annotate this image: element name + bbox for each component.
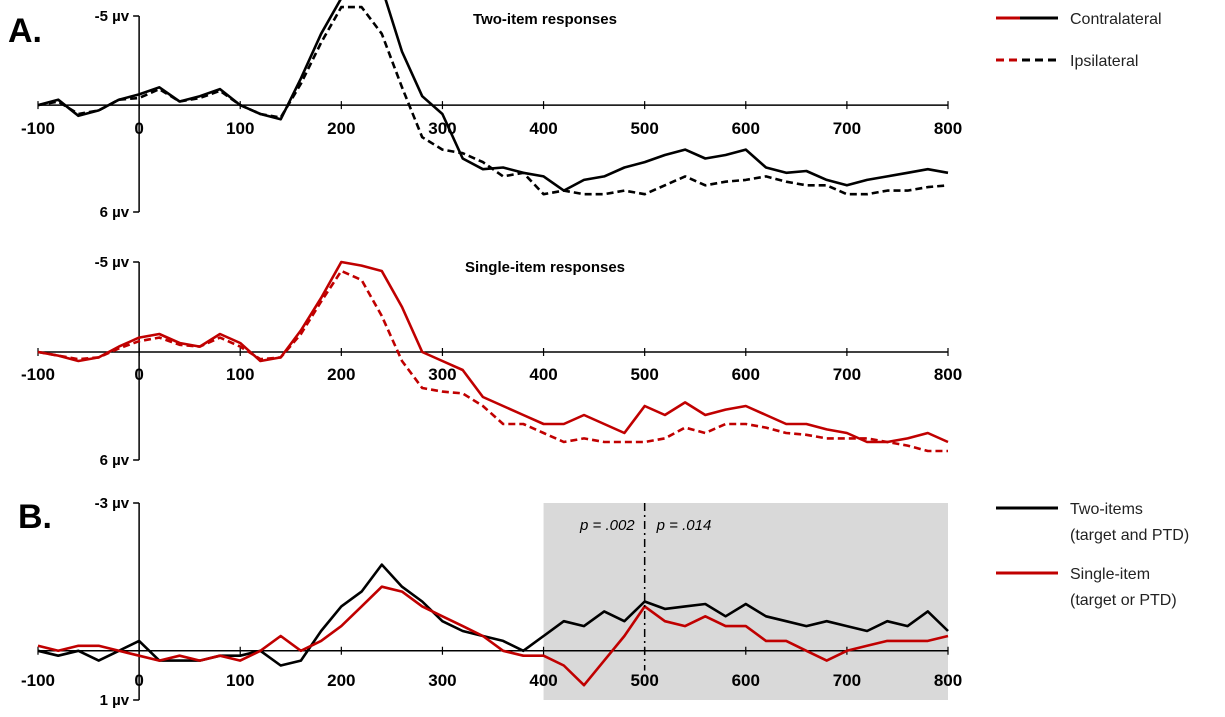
- x-tick-label-400: 400: [529, 671, 557, 690]
- legend-label-two-items: Two-items: [1070, 501, 1143, 518]
- y-axis-top-label: -5 µv: [95, 8, 130, 25]
- x-tick-label-400: 400: [529, 365, 557, 384]
- series-line-two-items-target-and-ptd: [37, 563, 949, 667]
- x-tick-label-0: 0: [134, 671, 143, 690]
- x-tick-label-300: 300: [428, 671, 456, 690]
- x-tick-label-300: 300: [428, 119, 456, 138]
- x-tick-label-0: 0: [134, 365, 143, 384]
- x-tick-label-800: 800: [934, 671, 962, 690]
- x-tick-label-300: 300: [428, 365, 456, 384]
- x-tick-label-600: 600: [732, 119, 760, 138]
- y-axis-bottom-label: 6 µv: [100, 204, 130, 221]
- x-tick-label-200: 200: [327, 119, 355, 138]
- legend-label-contralateral: Contralateral: [1070, 11, 1162, 28]
- x-tick-label-100: -100: [21, 671, 55, 690]
- x-tick-label-200: 200: [327, 365, 355, 384]
- chart-two-item-responses: -5 µv 6 µv -100 0 100 200 300 400 500 600 700 800 Tw…: [21, 0, 962, 221]
- x-tick-label-100: 100: [226, 119, 254, 138]
- panel-b-label: B.: [18, 498, 52, 536]
- y-axis-top-label: -5 µv: [95, 254, 130, 271]
- x-tick-label-500: 500: [630, 365, 658, 384]
- series-line-single-item-target-or-ptd: [37, 585, 949, 687]
- x-tick-label-600: 600: [732, 365, 760, 384]
- annotation-p-right: p = .014: [656, 517, 712, 534]
- x-tick-label-700: 700: [833, 119, 861, 138]
- annotation-p-left: p = .002: [579, 517, 635, 534]
- legend-label-single-item: Single-item: [1070, 566, 1150, 583]
- chart-difference-waves: -3 µv 1 µv -100 0 100 200 300 400 500 600 700 800 p …: [21, 495, 962, 709]
- x-tick-label-0: 0: [134, 119, 143, 138]
- x-tick-label-800: 800: [934, 365, 962, 384]
- x-tick-label-100: 100: [226, 671, 254, 690]
- x-tick-label-100: -100: [21, 119, 55, 138]
- x-tick-label-500: 500: [630, 119, 658, 138]
- chart-title: Two-item responses: [473, 11, 617, 28]
- x-tick-label-800: 800: [934, 119, 962, 138]
- chart-single-item-responses: -5 µv 6 µv -100 0 100 200 300 400 500 600 700 800 Si…: [21, 254, 962, 469]
- series-line-contralateral: [37, 0, 949, 192]
- x-tick-label-500: 500: [630, 671, 658, 690]
- x-tick-label-100: 100: [226, 365, 254, 384]
- legend-panel-a: Contralateral Ipsilateral: [996, 11, 1162, 70]
- x-tick-label-700: 700: [833, 671, 861, 690]
- y-axis-bottom-label: 1 µv: [100, 692, 130, 709]
- series-line-ipsilateral: [37, 269, 948, 453]
- chart-title: Single-item responses: [465, 259, 625, 276]
- panel-a-label: A.: [8, 12, 42, 50]
- x-tick-label-600: 600: [732, 671, 760, 690]
- x-tick-label-700: 700: [833, 365, 861, 384]
- legend-panel-b: Two-items (target and PTD) Single-item (…: [996, 501, 1189, 609]
- legend-label-two-items-sub: (target and PTD): [1070, 527, 1189, 544]
- x-tick-label-400: 400: [529, 119, 557, 138]
- y-axis-bottom-label: 6 µv: [100, 452, 130, 469]
- x-tick-label-200: 200: [327, 671, 355, 690]
- x-tick-label-100: -100: [21, 365, 55, 384]
- legend-label-single-item-sub: (target or PTD): [1070, 592, 1177, 609]
- series-line-ipsilateral: [37, 5, 949, 196]
- significance-window: [543, 503, 948, 700]
- y-axis-top-label: -3 µv: [95, 495, 130, 512]
- legend-label-ipsilateral: Ipsilateral: [1070, 53, 1138, 70]
